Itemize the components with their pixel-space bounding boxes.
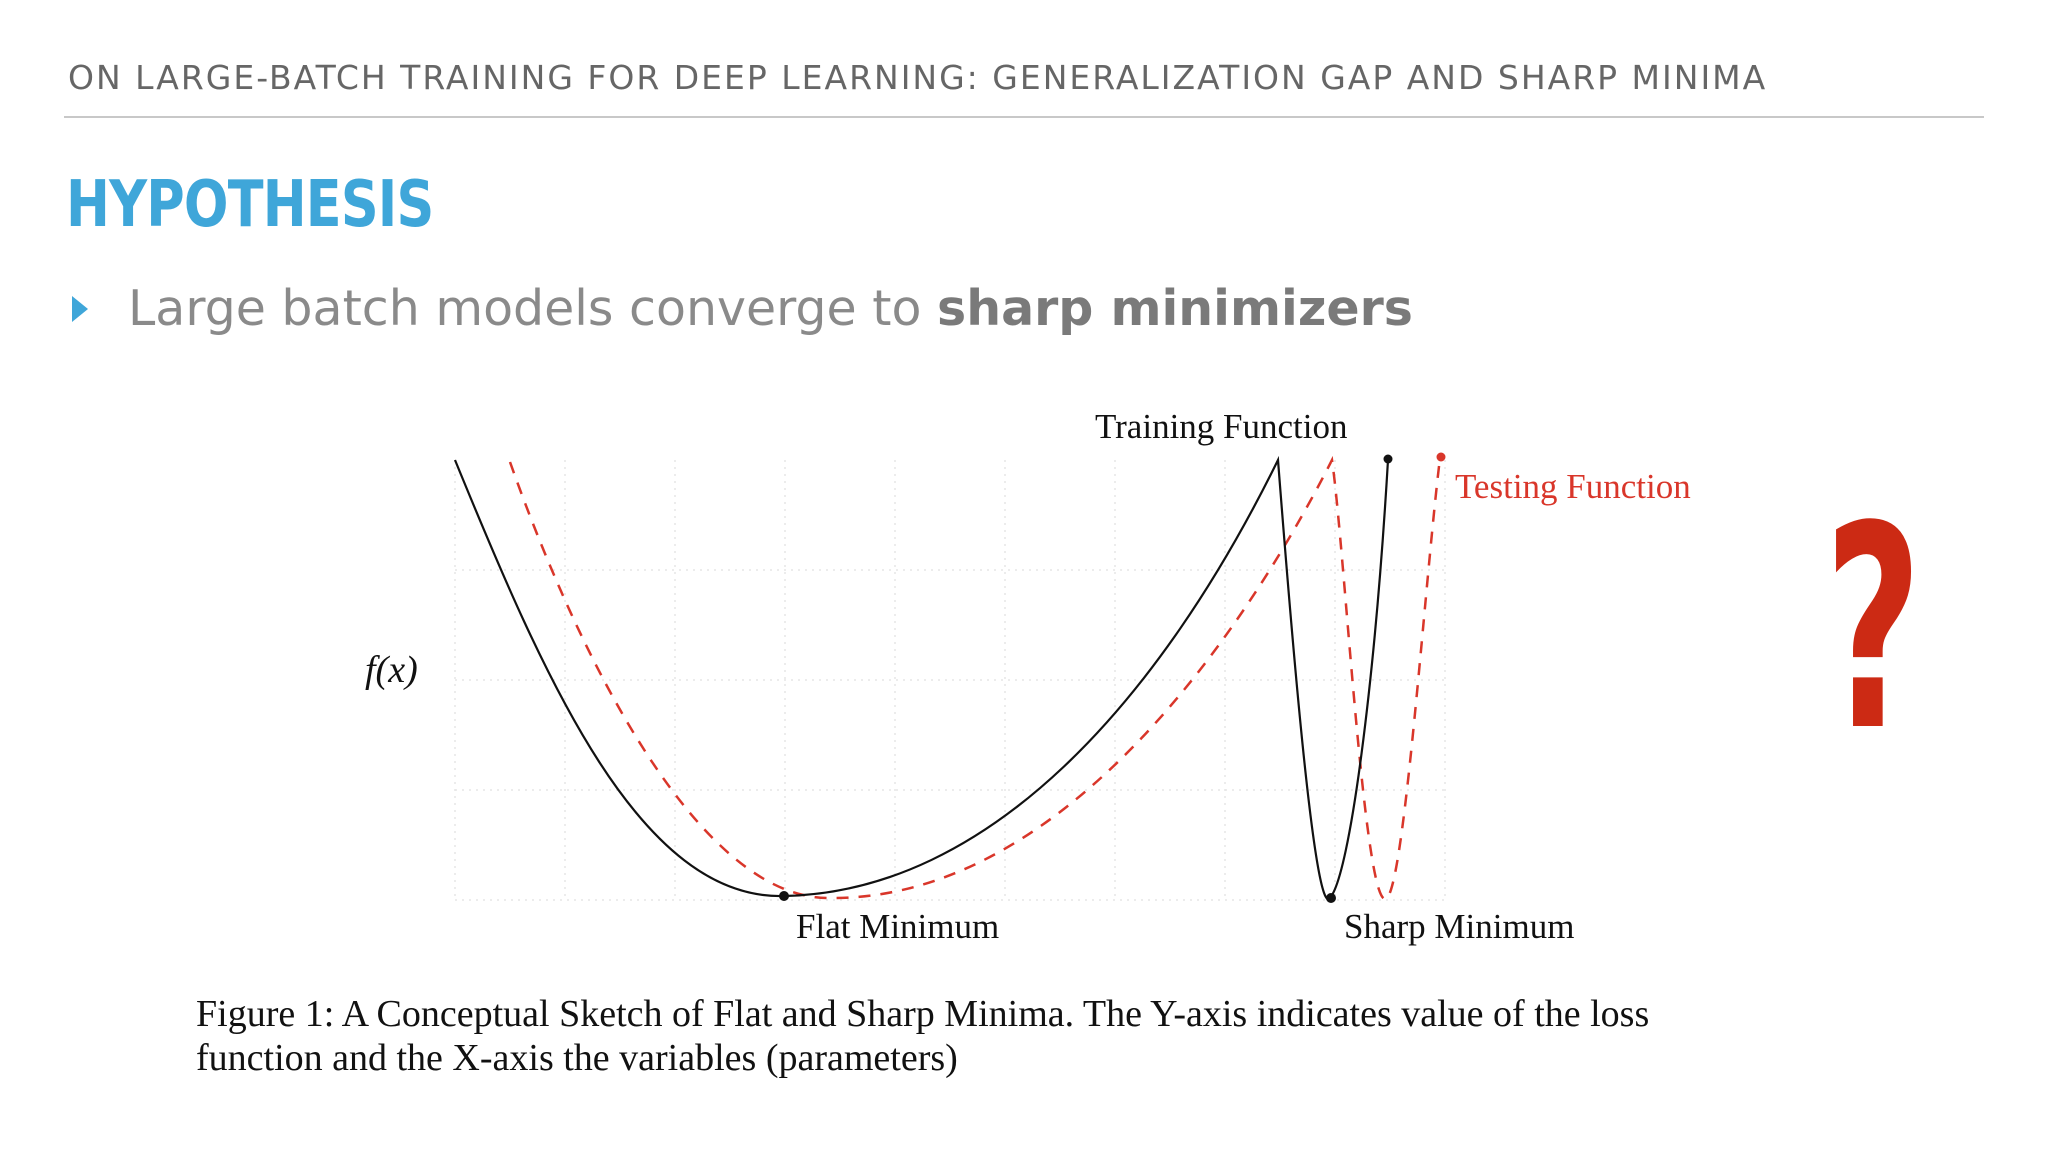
training-end-point [1383,454,1393,464]
bullet-text-normal: Large batch models converge to [128,280,938,337]
header-divider [64,116,1984,118]
presentation-header-title: ON LARGE-BATCH TRAINING FOR DEEP LEARNIN… [68,58,1768,97]
testing-function-label: Testing Function [1455,467,1691,506]
y-axis-label: f(x) [365,649,418,691]
flat-minimum-label: Flat Minimum [796,907,999,946]
training-function-label: Training Function [1095,407,1348,446]
training-function-curve [453,455,1390,901]
caption-line-2: function and the X-axis the variables (p… [196,1037,958,1079]
question-mark-icon: ? [1824,467,1922,793]
sharp-minimum-label: Sharp Minimum [1344,907,1574,946]
caption-line-1: Figure 1: A Conceptual Sketch of Flat an… [196,993,1650,1035]
sharp-minimum-point [1326,893,1336,903]
minima-sketch: f(x) Training Function Testing Function … [365,407,1691,946]
minima-figure: f(x) Training Function Testing Function … [0,380,2048,1152]
flat-minimum-point [779,891,789,901]
testing-end-point [1436,452,1446,462]
bullet-item: Large batch models converge to sharp min… [72,280,1413,337]
bullet-triangle-icon [72,295,88,322]
bullet-text-bold: sharp minimizers [937,280,1413,337]
testing-function-curve [508,455,1442,900]
bullet-text: Large batch models converge to sharp min… [128,280,1413,337]
figure-caption: Figure 1: A Conceptual Sketch of Flat an… [196,992,1756,1080]
slide-title: HYPOTHESIS [66,168,434,242]
